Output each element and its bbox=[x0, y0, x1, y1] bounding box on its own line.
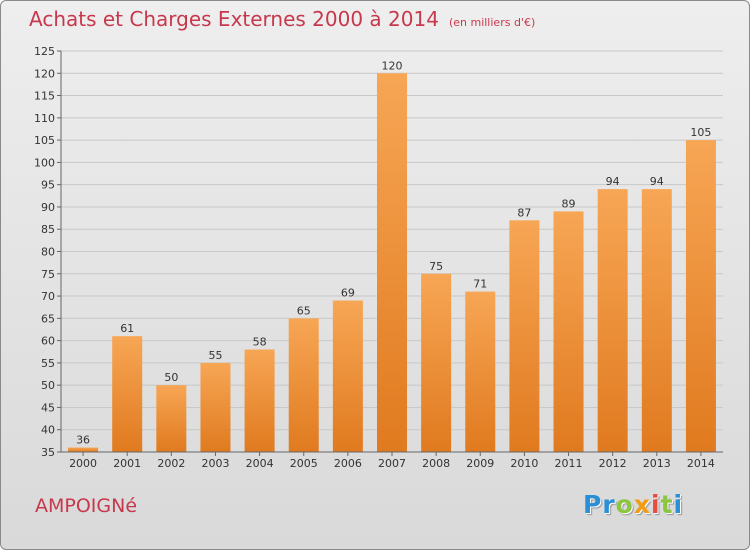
axes bbox=[60, 51, 723, 456]
y-tick-label-125: 125 bbox=[34, 45, 55, 58]
y-tick-label-80: 80 bbox=[41, 246, 55, 259]
x-tick-labels: 2000 2001 2002 2003 2004 2005 2006 2007 2008 2009… bbox=[69, 457, 715, 470]
bar-2004 bbox=[244, 349, 275, 452]
data-labels: 36 61 50 55 58 65 69 120 75 71 87 89 94 94 105 bbox=[76, 59, 711, 446]
data-label-2007: 120 bbox=[382, 59, 403, 72]
y-tick-label-75: 75 bbox=[41, 268, 55, 281]
bar-2014 bbox=[685, 140, 716, 452]
bar-2006 bbox=[332, 300, 363, 452]
data-label-2013: 94 bbox=[650, 175, 664, 188]
data-label-2008: 75 bbox=[429, 260, 443, 273]
data-label-2012: 94 bbox=[606, 175, 620, 188]
x-tick-label-2001: 2001 bbox=[113, 457, 141, 470]
x-tick-label-2003: 2003 bbox=[201, 457, 229, 470]
y-tick-labels: 35 40 45 50 55 60 65 70 75 80 85 90 95 100 105 110 115 12… bbox=[34, 45, 55, 459]
bar-2002 bbox=[156, 385, 187, 452]
proxiti-logo: Proxiti bbox=[583, 490, 683, 519]
data-label-2006: 69 bbox=[341, 287, 355, 300]
bar-2009 bbox=[465, 291, 496, 452]
bar-2003 bbox=[200, 362, 231, 452]
bars bbox=[68, 73, 716, 453]
commune-name: AMPOIGNé bbox=[35, 495, 138, 517]
x-tick-label-2007: 2007 bbox=[378, 457, 406, 470]
bar-2000 bbox=[68, 447, 99, 452]
x-tick-label-2002: 2002 bbox=[157, 457, 185, 470]
x-tick-label-2010: 2010 bbox=[510, 457, 538, 470]
y-tick-label-100: 100 bbox=[34, 156, 55, 169]
logo-letter-6: i bbox=[673, 490, 684, 519]
data-label-2010: 87 bbox=[517, 206, 531, 219]
x-tick-label-2006: 2006 bbox=[334, 457, 362, 470]
logo-letter-2: o bbox=[615, 490, 634, 519]
y-tick-label-50: 50 bbox=[41, 379, 55, 392]
data-label-2005: 65 bbox=[297, 304, 311, 317]
y-tick-label-65: 65 bbox=[41, 312, 55, 325]
y-tick-label-115: 115 bbox=[34, 90, 55, 103]
y-tick-label-55: 55 bbox=[41, 357, 55, 370]
x-tick-label-2012: 2012 bbox=[599, 457, 627, 470]
bar-2013 bbox=[641, 189, 672, 452]
logo-letter-3: x bbox=[633, 490, 651, 519]
bar-2012 bbox=[597, 189, 628, 452]
chart-title: Achats et Charges Externes 2000 à 2014 (e… bbox=[29, 7, 535, 31]
data-label-2014: 105 bbox=[690, 126, 711, 139]
bar-2008 bbox=[421, 273, 452, 452]
y-tick-label-35: 35 bbox=[41, 446, 55, 459]
x-tick-label-2009: 2009 bbox=[466, 457, 494, 470]
bar-2005 bbox=[288, 318, 319, 452]
y-tick-label-60: 60 bbox=[41, 335, 55, 348]
y-tick-label-95: 95 bbox=[41, 179, 55, 192]
y-tick-label-70: 70 bbox=[41, 290, 55, 303]
bar-2001 bbox=[112, 336, 143, 452]
x-tick-label-2005: 2005 bbox=[290, 457, 318, 470]
y-tick-label-120: 120 bbox=[34, 67, 55, 80]
y-tick-label-45: 45 bbox=[41, 401, 55, 414]
x-tick-label-2000: 2000 bbox=[69, 457, 97, 470]
data-label-2009: 71 bbox=[473, 278, 487, 291]
x-tick-label-2008: 2008 bbox=[422, 457, 450, 470]
y-tick-label-85: 85 bbox=[41, 223, 55, 236]
data-label-2003: 55 bbox=[208, 349, 222, 362]
y-tick-label-110: 110 bbox=[34, 112, 55, 125]
data-label-2000: 36 bbox=[76, 434, 90, 447]
logo-letter-1: r bbox=[602, 490, 616, 519]
x-tick-label-2014: 2014 bbox=[687, 457, 715, 470]
logo-letter-4: i bbox=[651, 490, 661, 519]
data-label-2004: 58 bbox=[253, 336, 267, 349]
data-label-2002: 50 bbox=[164, 371, 178, 384]
y-tick-label-105: 105 bbox=[34, 134, 55, 147]
logo-letter-0: P bbox=[583, 490, 603, 519]
bar-2007 bbox=[377, 73, 407, 453]
x-tick-label-2011: 2011 bbox=[555, 457, 583, 470]
bar-2011 bbox=[553, 211, 584, 452]
chart-subtitle: (en milliers d'€) bbox=[448, 16, 536, 29]
data-label-2011: 89 bbox=[562, 197, 576, 210]
chart-title-text: Achats et Charges Externes 2000 à 2014 bbox=[29, 7, 439, 31]
x-tick-label-2013: 2013 bbox=[643, 457, 671, 470]
data-label-2001: 61 bbox=[120, 322, 134, 335]
y-tick-label-40: 40 bbox=[41, 424, 55, 437]
bar-2010 bbox=[509, 220, 540, 452]
y-tick-label-90: 90 bbox=[41, 201, 55, 214]
logo-letter-5: t bbox=[660, 490, 674, 519]
x-tick-label-2004: 2004 bbox=[246, 457, 274, 470]
